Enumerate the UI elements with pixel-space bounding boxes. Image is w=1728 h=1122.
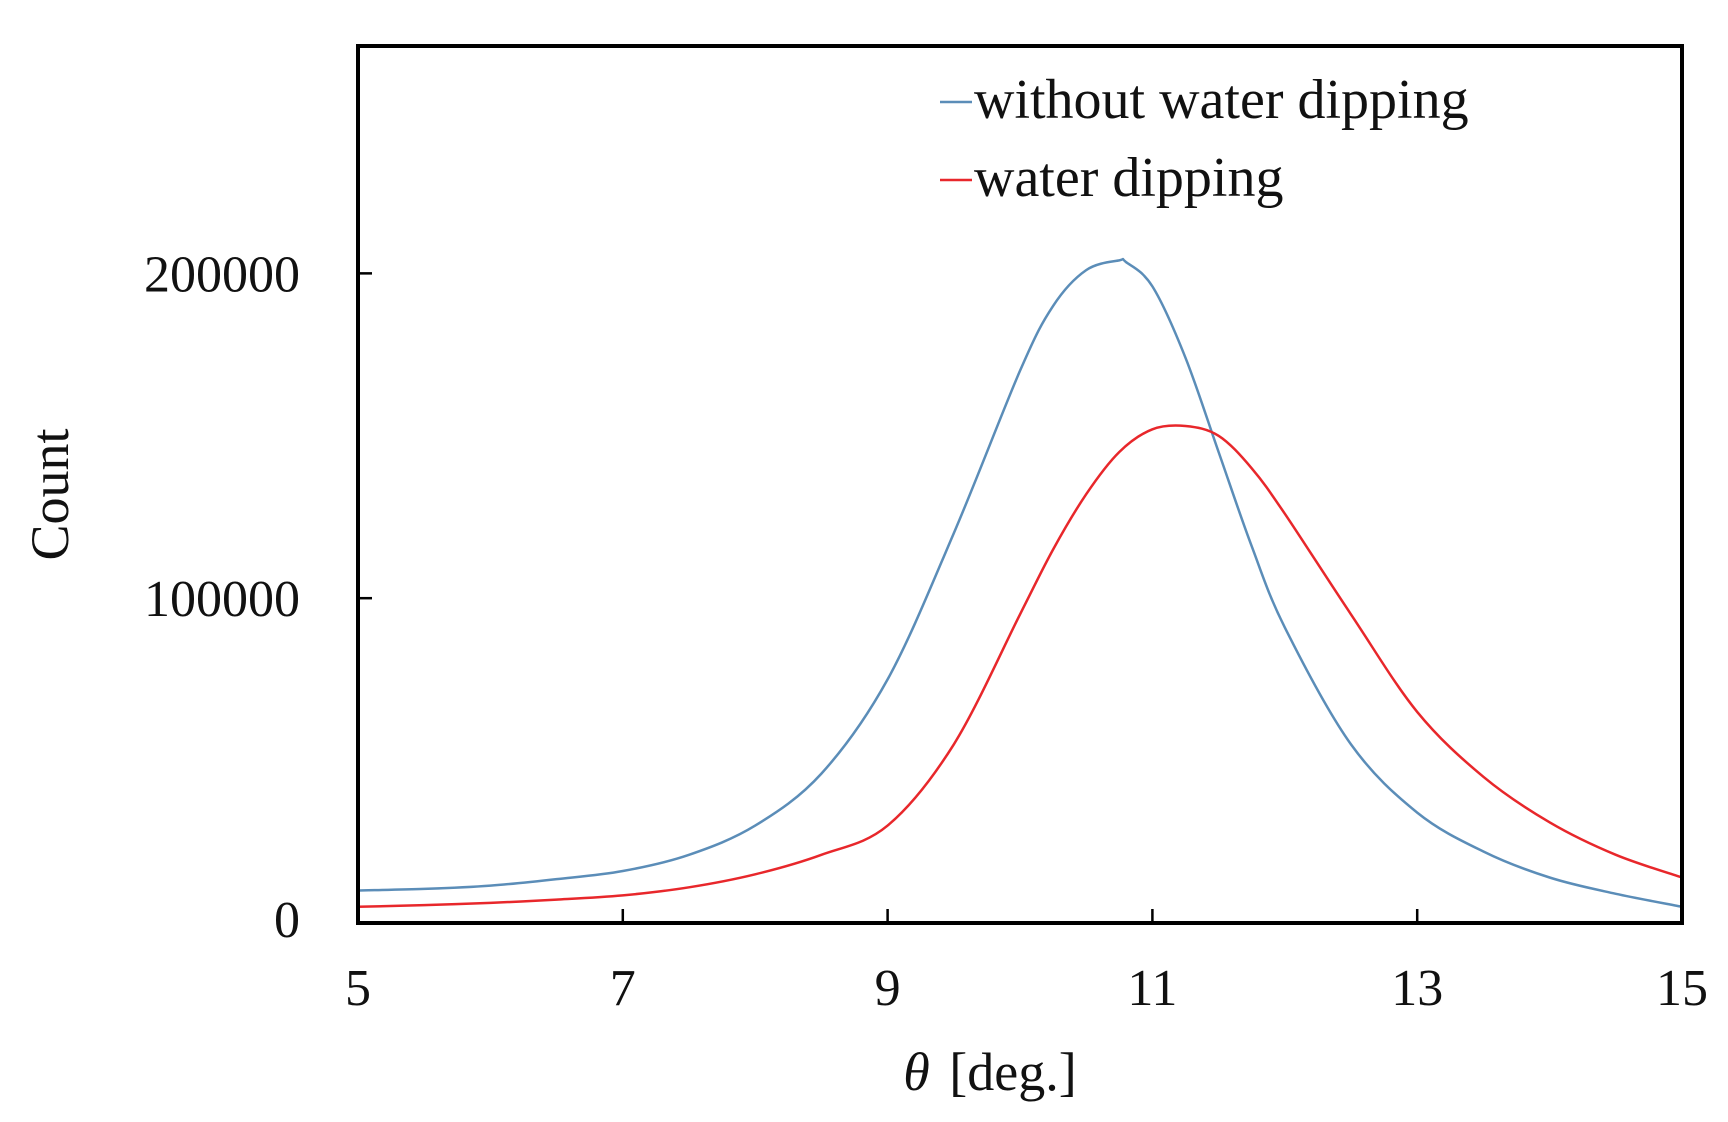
legend: without water dipping water dipping bbox=[940, 69, 1469, 209]
y-axis-title: Count bbox=[20, 428, 80, 560]
legend-label-without-water-dipping: without water dipping bbox=[974, 69, 1469, 131]
x-axis-unit: [deg.] bbox=[949, 1042, 1076, 1102]
y-tick-label: 200000 bbox=[144, 246, 300, 303]
x-axis-title: θ [deg.] bbox=[903, 1042, 1076, 1102]
y-tick-label: 100000 bbox=[144, 571, 300, 628]
series-group bbox=[357, 257, 1683, 909]
x-tick-label: 13 bbox=[1391, 960, 1443, 1017]
series-line-water-dipping bbox=[357, 424, 1683, 909]
x-tick-label: 5 bbox=[345, 960, 371, 1017]
plot-frame bbox=[356, 44, 1684, 925]
x-tick-label: 11 bbox=[1127, 960, 1177, 1017]
x-axis-symbol: θ bbox=[903, 1042, 930, 1102]
x-tick-label: 15 bbox=[1656, 960, 1708, 1017]
series-line-without-water-dipping bbox=[357, 257, 1683, 909]
y-tick-label: 0 bbox=[274, 892, 300, 949]
legend-label-water-dipping: water dipping bbox=[974, 147, 1283, 209]
tick-labels: 5 7 9 11 13 15 0 100000 200000 bbox=[144, 246, 1708, 1017]
x-tick-label: 9 bbox=[875, 960, 901, 1017]
x-tick-label: 7 bbox=[610, 960, 636, 1017]
